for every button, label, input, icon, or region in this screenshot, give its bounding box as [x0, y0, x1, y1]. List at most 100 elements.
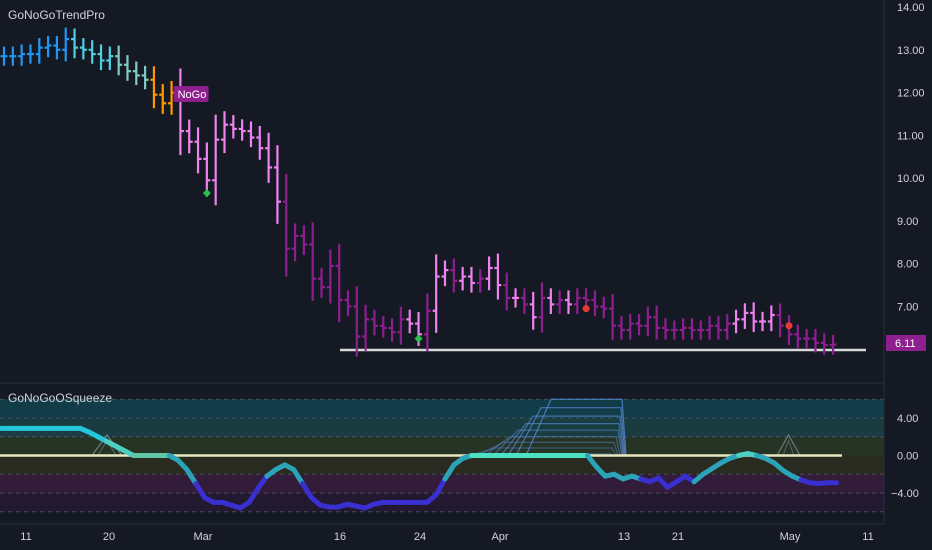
ohlc-bar: [309, 222, 317, 301]
ohlc-bar: [247, 121, 255, 148]
ohlc-bar: [71, 28, 79, 59]
ohlc-bar: [679, 318, 687, 340]
ohlc-bar: [256, 125, 264, 160]
ohlc-bar: [26, 44, 34, 64]
squeeze-cone-step: [515, 407, 626, 456]
ohlc-bar: [503, 272, 511, 311]
ohlc-bar: [370, 309, 378, 336]
squeeze-series: [0, 398, 842, 511]
ohlc-bar: [767, 305, 775, 332]
last-price-label: 6.11: [895, 338, 916, 350]
ohlc-bar: [644, 306, 652, 337]
time-axis-tick: 11: [862, 531, 873, 543]
ohlc-bar: [238, 119, 246, 141]
ohlc-bar: [794, 324, 802, 349]
oscillator-segment: [300, 481, 314, 501]
ohlc-bar: [185, 119, 193, 154]
ohlc-bar: [494, 253, 502, 300]
time-axis-tick: 16: [334, 531, 346, 543]
mini-squeeze-peak: [776, 433, 801, 456]
ohlc-bar: [662, 318, 669, 340]
ohlc-bar: [600, 296, 608, 319]
ohlc-bar: [203, 142, 211, 197]
ohlc-bar: [229, 115, 237, 139]
ohlc-bar: [44, 35, 52, 58]
squeeze-indicator-title[interactable]: GoNoGoOSqueeze: [8, 391, 113, 405]
nogo-badge-label: NoGo: [178, 89, 207, 101]
last-price-badge: [886, 335, 926, 351]
ohlc-bar: [476, 269, 484, 293]
ohlc-bar: [273, 145, 281, 224]
ohlc-bar: [115, 45, 123, 76]
ohlc-bar: [820, 333, 828, 355]
ohlc-bar: [564, 290, 572, 314]
ohlc-bar: [379, 316, 387, 338]
squeeze-axis-tick: 4.00: [897, 413, 918, 425]
ohlc-bar: [159, 84, 167, 114]
time-axis-tick: 11: [20, 531, 31, 543]
squeeze-peak-line: [782, 439, 795, 456]
price-axis-tick: 12.00: [897, 88, 925, 100]
ohlc-bar: [9, 46, 17, 66]
ohlc-bar: [617, 316, 625, 340]
ohlc-bar: [344, 290, 352, 317]
time-axis-tick: Apr: [491, 531, 508, 543]
price-axis-tick: 13.00: [897, 45, 925, 57]
ohlc-bar: [18, 44, 26, 66]
ohlc-bar: [626, 313, 634, 340]
price-axis-tick: 11.00: [897, 130, 924, 142]
ohlc-bar: [79, 38, 87, 60]
ohlc-bar: [459, 266, 467, 291]
ohlc-bar: [609, 294, 617, 341]
ohlc-bar: [714, 316, 722, 340]
squeeze-cone-step: [469, 447, 617, 457]
ohlc-bar: [300, 225, 308, 256]
ohlc-bar: [326, 249, 334, 304]
ohlc-bar: [750, 302, 758, 333]
price-axis-tick: 10.00: [897, 173, 925, 185]
squeeze-cone-step: [525, 398, 627, 456]
band-go: [0, 418, 884, 437]
ohlc-bar: [467, 266, 475, 293]
time-axis-tick: May: [780, 531, 801, 543]
price-axis-tick: 9.00: [897, 216, 918, 228]
nogo-signal-marker: [582, 305, 590, 313]
ohlc-bar: [635, 313, 643, 336]
ohlc-bar: [282, 173, 290, 277]
ohlc-bar: [353, 286, 361, 357]
ohlc-bar: [432, 254, 440, 333]
price-axis-tick: 14.00: [897, 2, 925, 14]
go-signal-marker: [414, 334, 423, 343]
ohlc-bar: [97, 44, 105, 71]
ohlc-bar: [706, 316, 714, 340]
ohlc-bar: [591, 290, 599, 317]
trend-indicator-title[interactable]: GoNoGoTrendPro: [8, 8, 105, 22]
ohlc-bar: [221, 111, 228, 154]
squeeze-cone-step: [477, 441, 619, 457]
ohlc-bar: [803, 328, 811, 349]
squeeze-axis-tick: 0.00: [897, 451, 918, 463]
oscillator-segment: [193, 481, 208, 501]
ohlc-bar: [423, 293, 431, 352]
ohlc-bar: [150, 66, 158, 109]
go-signal-marker: [202, 189, 211, 198]
ohlc-bar: [397, 306, 405, 345]
band-strong-nogo: [0, 493, 884, 512]
ohlc-bar: [265, 132, 273, 183]
oscillator-segment: [291, 467, 306, 487]
price-axis-tick: 8.00: [897, 259, 918, 271]
oscillator-segment: [433, 476, 448, 498]
squeeze-cone-step: [507, 415, 625, 456]
band-strong-go: [0, 399, 884, 418]
ohlc-bar: [512, 288, 520, 308]
ohlc-bar: [573, 288, 581, 314]
ohlc-bar: [362, 304, 370, 351]
ohlc-bar: [688, 318, 696, 340]
band-weak-go: [0, 436, 884, 456]
ohlc-bar: [132, 61, 140, 86]
ohlc-bar: [556, 290, 564, 314]
ohlc-bar: [520, 288, 528, 314]
ohlc-bar: [194, 127, 202, 174]
ohlc-bar: [529, 291, 537, 330]
